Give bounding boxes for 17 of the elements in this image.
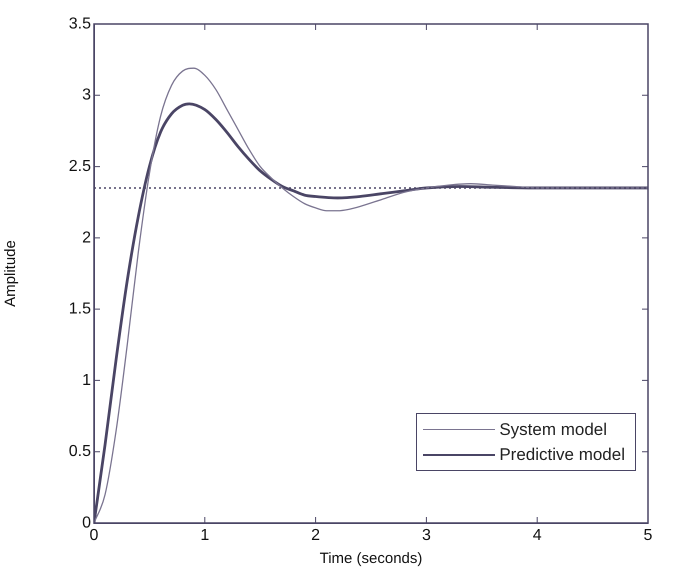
y-tick-label: 3.5 (68, 15, 92, 32)
x-tick-label: 5 (644, 527, 653, 544)
legend-label: Predictive model (499, 444, 625, 464)
y-tick-label: 0.5 (68, 443, 92, 460)
x-tick-label: 4 (532, 527, 542, 544)
y-tick-label: 2 (82, 229, 92, 246)
y-tick-label: 2.5 (68, 158, 92, 175)
x-tick-label: 1 (200, 527, 210, 544)
x-axis-title: Time (seconds) (320, 550, 422, 568)
y-tick-label: 0 (82, 514, 92, 532)
y-tick-label: 1.5 (68, 300, 92, 318)
x-tick-label: 3 (422, 527, 431, 544)
x-tick-label: 2 (311, 527, 320, 544)
y-tick-label: 1 (82, 372, 92, 389)
legend-label: System model (499, 420, 608, 440)
y-axis-title: Amplitude (2, 240, 20, 307)
y-tick-label: 3 (82, 86, 92, 104)
